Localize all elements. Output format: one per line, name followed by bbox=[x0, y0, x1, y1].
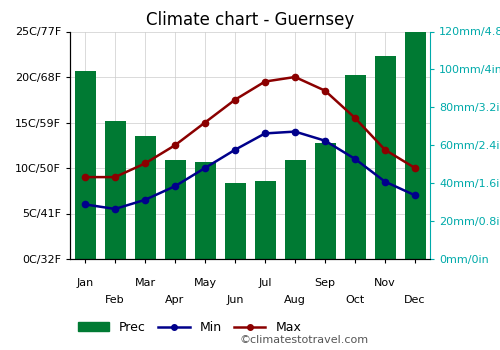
Text: Mar: Mar bbox=[134, 279, 156, 288]
Text: Oct: Oct bbox=[346, 295, 364, 305]
Text: Apr: Apr bbox=[166, 295, 184, 305]
Text: Jul: Jul bbox=[258, 279, 272, 288]
Text: Aug: Aug bbox=[284, 295, 306, 305]
Legend: Prec, Min, Max: Prec, Min, Max bbox=[72, 316, 306, 339]
Text: Sep: Sep bbox=[314, 279, 336, 288]
Text: Nov: Nov bbox=[374, 279, 396, 288]
Bar bbox=[404, 32, 425, 259]
Title: Climate chart - Guernsey: Climate chart - Guernsey bbox=[146, 10, 354, 29]
Bar bbox=[224, 183, 246, 259]
Bar bbox=[374, 56, 396, 259]
Bar bbox=[284, 160, 306, 259]
Text: ©climatestotravel.com: ©climatestotravel.com bbox=[239, 335, 368, 345]
Bar bbox=[104, 121, 126, 259]
Text: May: May bbox=[194, 279, 216, 288]
Text: Dec: Dec bbox=[404, 295, 426, 305]
Bar bbox=[344, 75, 366, 259]
Text: Feb: Feb bbox=[105, 295, 125, 305]
Bar bbox=[74, 71, 96, 259]
Bar bbox=[314, 144, 336, 259]
Bar bbox=[254, 181, 276, 259]
Bar bbox=[164, 160, 186, 259]
Bar bbox=[194, 162, 216, 259]
Text: Jan: Jan bbox=[76, 279, 94, 288]
Text: Jun: Jun bbox=[226, 295, 244, 305]
Bar bbox=[134, 136, 156, 259]
